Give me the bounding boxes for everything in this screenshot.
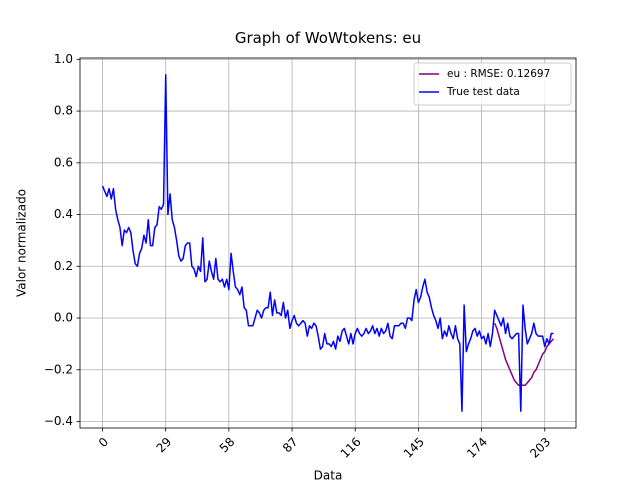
legend-label: eu : RMSE: 0.12697 bbox=[447, 68, 550, 80]
x-tick-label: 203 bbox=[527, 435, 553, 461]
y-axis-label: Valor normalizado bbox=[15, 189, 29, 297]
x-tick-label: 87 bbox=[280, 435, 301, 456]
y-tick-label: 0.2 bbox=[54, 259, 73, 273]
x-tick-label: 29 bbox=[154, 435, 175, 456]
data-line bbox=[101, 74, 554, 412]
y-tick-label: 0.0 bbox=[54, 311, 73, 325]
y-tick-label: 0.8 bbox=[54, 104, 73, 118]
y-tick-label: 0.6 bbox=[54, 155, 73, 169]
y-tick-label: 0.4 bbox=[54, 207, 73, 221]
x-tick-label: 0 bbox=[96, 435, 111, 450]
y-tick-label: 1.0 bbox=[54, 52, 73, 66]
chart-title: Graph of WoWtokens: eu bbox=[235, 29, 421, 47]
x-tick-label: 58 bbox=[217, 435, 238, 456]
plot-frame bbox=[79, 57, 577, 429]
x-tick-label: 145 bbox=[401, 435, 427, 461]
legend-box bbox=[413, 62, 572, 106]
legend-label: True test data bbox=[446, 86, 520, 98]
legend: eu : RMSE: 0.12697 True test data bbox=[413, 62, 572, 106]
y-tick-label: −0.4 bbox=[44, 414, 73, 428]
y-tick-label: −0.2 bbox=[44, 362, 73, 376]
x-tick-label: 174 bbox=[464, 435, 490, 461]
x-axis-label: Data bbox=[314, 469, 343, 480]
data-line bbox=[493, 322, 555, 387]
x-tick-label: 116 bbox=[338, 435, 364, 461]
